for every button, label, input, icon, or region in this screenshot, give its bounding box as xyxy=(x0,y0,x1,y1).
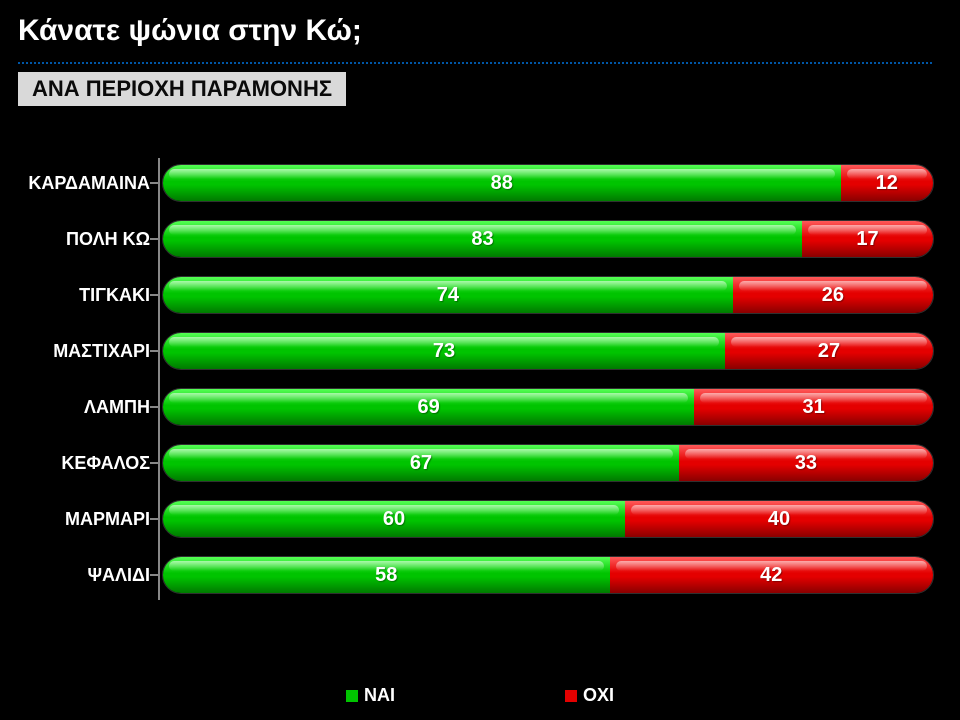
page-title: Κάνατε ψώνια στην Κώ; xyxy=(18,14,942,48)
subtitle-wrap: ΑΝΑ ΠΕΡΙΟΧΗ ΠΑΡΑΜΟΝΗΣ xyxy=(18,72,942,106)
bar-row: ΤΙΓΚΑΚΙ 74 26 xyxy=(24,276,934,314)
category-label: ΛΑΜΠΗ xyxy=(24,397,162,418)
bar-value-no: 42 xyxy=(760,564,782,587)
bar-value-yes: 69 xyxy=(418,396,440,419)
bar-track: 67 33 xyxy=(162,444,934,482)
bar-value-yes: 60 xyxy=(383,508,405,531)
bar-value-no: 33 xyxy=(795,452,817,475)
bar-track: 58 42 xyxy=(162,556,934,594)
legend-swatch-no xyxy=(565,690,577,702)
bar-row: ΚΑΡΔΑΜΑΙΝΑ 88 12 xyxy=(24,164,934,202)
bar-track: 83 17 xyxy=(162,220,934,258)
category-label: ΠΟΛΗ ΚΩ xyxy=(24,229,162,250)
category-label: ΜΑΡΜΑΡΙ xyxy=(24,509,162,530)
bar-value-no: 31 xyxy=(803,396,825,419)
bar-value-yes: 83 xyxy=(471,228,493,251)
bar-segment-no: 42 xyxy=(610,557,933,593)
bar-track: 74 26 xyxy=(162,276,934,314)
bar-row: ΜΑΣΤΙΧΑΡΙ 73 27 xyxy=(24,332,934,370)
bar-segment-yes: 74 xyxy=(163,277,733,313)
legend-label-no: ΟΧΙ xyxy=(583,685,614,706)
bar-segment-no: 17 xyxy=(802,221,933,257)
bar-segment-yes: 88 xyxy=(163,165,841,201)
axis-tick xyxy=(150,574,160,576)
category-label: ΤΙΓΚΑΚΙ xyxy=(24,285,162,306)
bar-row: ΨΑΛΙΔΙ 58 42 xyxy=(24,556,934,594)
subtitle: ΑΝΑ ΠΕΡΙΟΧΗ ΠΑΡΑΜΟΝΗΣ xyxy=(18,72,346,106)
bar-track: 69 31 xyxy=(162,388,934,426)
bar-value-yes: 73 xyxy=(433,340,455,363)
bar-value-no: 40 xyxy=(768,508,790,531)
bar-row: ΛΑΜΠΗ 69 31 xyxy=(24,388,934,426)
bar-row: ΠΟΛΗ ΚΩ 83 17 xyxy=(24,220,934,258)
category-label: ΜΑΣΤΙΧΑΡΙ xyxy=(24,341,162,362)
axis-tick xyxy=(150,350,160,352)
bar-segment-yes: 69 xyxy=(163,389,694,425)
legend-label-yes: ΝΑΙ xyxy=(364,685,395,706)
bar-value-no: 26 xyxy=(822,284,844,307)
bar-chart: ΚΑΡΔΑΜΑΙΝΑ 88 12 ΠΟΛΗ ΚΩ 83 17 ΤΙΓΚΑΚΙ 74 26 ΜΑΣΤ… xyxy=(24,164,934,594)
bar-value-yes: 58 xyxy=(375,564,397,587)
bar-segment-no: 27 xyxy=(725,333,933,369)
legend-item-yes: ΝΑΙ xyxy=(346,685,395,706)
bar-segment-yes: 73 xyxy=(163,333,725,369)
bar-row: ΚΕΦΑΛΟΣ 67 33 xyxy=(24,444,934,482)
legend: ΝΑΙ ΟΧΙ xyxy=(0,685,960,706)
bar-segment-no: 31 xyxy=(694,389,933,425)
category-label: ΚΑΡΔΑΜΑΙΝΑ xyxy=(24,173,162,194)
bar-value-no: 27 xyxy=(818,340,840,363)
bar-track: 60 40 xyxy=(162,500,934,538)
axis-tick xyxy=(150,406,160,408)
legend-item-no: ΟΧΙ xyxy=(565,685,614,706)
bar-segment-no: 26 xyxy=(733,277,933,313)
axis-line xyxy=(158,158,160,600)
bar-segment-yes: 58 xyxy=(163,557,610,593)
bar-row: ΜΑΡΜΑΡΙ 60 40 xyxy=(24,500,934,538)
bar-segment-no: 40 xyxy=(625,501,933,537)
axis-tick xyxy=(150,462,160,464)
axis-tick xyxy=(150,182,160,184)
bar-segment-yes: 83 xyxy=(163,221,802,257)
bar-track: 73 27 xyxy=(162,332,934,370)
bar-value-yes: 74 xyxy=(437,284,459,307)
bar-segment-no: 12 xyxy=(841,165,933,201)
category-label: ΨΑΛΙΔΙ xyxy=(24,565,162,586)
divider xyxy=(18,62,932,64)
bar-value-yes: 67 xyxy=(410,452,432,475)
bar-value-no: 12 xyxy=(876,172,898,195)
slide: Κάνατε ψώνια στην Κώ; ΑΝΑ ΠΕΡΙΟΧΗ ΠΑΡΑΜΟ… xyxy=(0,0,960,720)
bar-segment-no: 33 xyxy=(679,445,933,481)
bar-track: 88 12 xyxy=(162,164,934,202)
bar-value-no: 17 xyxy=(856,228,878,251)
axis-tick xyxy=(150,518,160,520)
bar-value-yes: 88 xyxy=(491,172,513,195)
bar-segment-yes: 60 xyxy=(163,501,625,537)
axis-tick xyxy=(150,294,160,296)
bar-segment-yes: 67 xyxy=(163,445,679,481)
legend-swatch-yes xyxy=(346,690,358,702)
category-label: ΚΕΦΑΛΟΣ xyxy=(24,453,162,474)
axis-tick xyxy=(150,238,160,240)
